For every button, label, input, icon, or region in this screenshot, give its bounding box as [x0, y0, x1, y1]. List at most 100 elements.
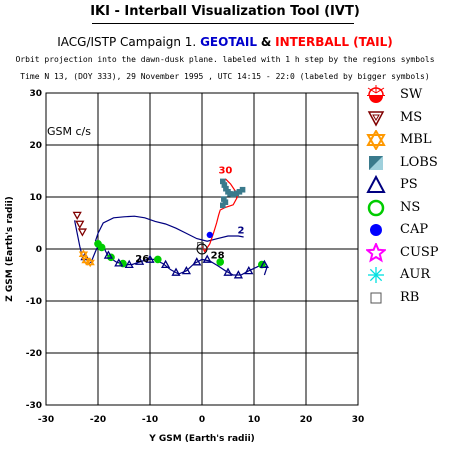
- campaign-line: IACG/ISTP Campaign 1. GEOTAIL & INTERBAL…: [0, 35, 450, 49]
- y-axis-label: Z GSM (Earth's radii): [5, 196, 15, 302]
- interball-label: INTERBALL (TAIL): [275, 35, 393, 49]
- time-label: 30: [218, 166, 232, 177]
- x-tick-label: -10: [142, 415, 158, 425]
- ps-marker: [259, 259, 270, 269]
- legend-label: PS: [400, 177, 418, 192]
- ms-icon: [367, 110, 385, 127]
- ps-marker: [192, 257, 202, 266]
- legend-label: RB: [400, 289, 420, 305]
- legend-item-sw: SW: [366, 85, 446, 105]
- lobs-marker: [227, 191, 233, 197]
- rb-icon: [370, 292, 382, 303]
- legend-item-rb: RB: [366, 288, 446, 308]
- x-tick-label: -30: [38, 415, 54, 425]
- time-label: 26: [135, 254, 149, 265]
- ps-icon: [366, 175, 386, 193]
- mbl-icon: [366, 130, 386, 150]
- legend-label: CAP: [400, 222, 429, 237]
- legend-item-cap: CAP: [366, 220, 446, 240]
- y-tick-label: -20: [26, 349, 42, 359]
- legend-label: MS: [400, 109, 423, 125]
- earth-symbol: [196, 243, 208, 255]
- campaign-prefix: IACG/ISTP Campaign 1.: [57, 35, 197, 49]
- x-tick-label: 30: [352, 415, 365, 425]
- geotail-label: GEOTAIL: [200, 35, 257, 49]
- axis-ticks: -30 -20 -10 0 10 20 30 -30 -20 -10 0 10 20 30: [26, 89, 365, 425]
- legend-item-cusp: CUSP: [366, 242, 446, 263]
- y-tick-label: 20: [29, 141, 42, 151]
- x-tick-label: 20: [300, 415, 313, 425]
- ps-marker: [181, 266, 192, 275]
- y-tick-label: -10: [26, 297, 42, 307]
- ps-marker: [171, 267, 181, 276]
- projection-note: Orbit projection into the dawn-dusk plan…: [15, 55, 435, 64]
- time-annotations: 30 2 26 28: [135, 166, 244, 265]
- ps-marker: [202, 254, 212, 263]
- ns-marker: [216, 258, 225, 266]
- lobs-marker: [239, 186, 246, 193]
- ps-marker: [160, 259, 171, 269]
- lobs-marker: [236, 189, 243, 195]
- ps-marker: [103, 250, 114, 259]
- y-tick-label: 30: [29, 89, 42, 99]
- lobs-marker: [221, 182, 228, 188]
- x-tick-label: -20: [90, 415, 106, 425]
- cap-icon: [370, 224, 382, 236]
- app-title: IKI - Interball Visualization Tool (IVT): [90, 4, 360, 19]
- ps-marker: [145, 254, 155, 263]
- x-axis-label: Y GSM (Earth's radii): [148, 434, 255, 444]
- mbl-marker: [85, 257, 95, 268]
- lobs-marker: [233, 190, 240, 197]
- sw-icon: [367, 85, 385, 103]
- title-underline: [92, 23, 354, 24]
- lobs-marker: [230, 191, 236, 198]
- time-label: 2: [238, 225, 245, 236]
- cusp-icon: [366, 242, 386, 262]
- x-tick-label: 10: [248, 415, 261, 425]
- aur-icon: [368, 267, 384, 283]
- legend-item-ps: PS: [366, 175, 446, 195]
- ns-marker: [97, 243, 106, 252]
- legend-item-lobs: LOBS: [366, 153, 446, 173]
- ps-marker: [244, 266, 254, 275]
- ps-marker: [124, 259, 134, 269]
- legend-label: LOBS: [400, 154, 438, 170]
- ms-marker: [77, 228, 88, 237]
- plot-grid: [45, 92, 359, 406]
- y-tick-label: 0: [36, 245, 42, 255]
- lobs-marker: [222, 199, 229, 205]
- ps-marker: [233, 270, 244, 279]
- ns-marker: [153, 255, 162, 264]
- lobs-marker: [220, 202, 226, 209]
- legend-item-ms: MS: [366, 108, 446, 128]
- rb-marker: [197, 242, 204, 249]
- y-tick-label: 10: [29, 193, 42, 203]
- ps-marker: [223, 267, 233, 276]
- lobs-marker: [220, 178, 226, 185]
- legend-label: MBL: [400, 132, 432, 147]
- time-label: 28: [211, 250, 225, 261]
- lobs-icon: [369, 155, 383, 170]
- plot-frame: [45, 92, 359, 406]
- ms-marker: [72, 211, 82, 221]
- region-markers: [72, 178, 270, 279]
- lobs-marker: [223, 185, 229, 192]
- legend-item-ns: NS: [366, 198, 446, 218]
- mbl-marker: [78, 249, 89, 259]
- legend-label: SW: [400, 87, 423, 102]
- legend-item-mbl: MBL: [366, 130, 446, 150]
- ms-marker: [75, 220, 85, 229]
- x-tick-label: 0: [199, 415, 205, 425]
- legend-label: NS: [400, 199, 421, 215]
- ampersand: &: [260, 35, 272, 49]
- orbit-track-2: [94, 215, 244, 242]
- frame-label: GSM c/s: [47, 125, 91, 138]
- earth-icon: [196, 243, 208, 255]
- legend-item-aur: AUR: [366, 265, 446, 285]
- ps-marker: [134, 256, 145, 265]
- lobs-marker: [221, 196, 227, 202]
- time-note: Time N 13, (DOY 333), 29 November 1995 ,…: [20, 72, 430, 81]
- ps-marker: [114, 258, 124, 267]
- y-tick-label: -30: [26, 401, 42, 411]
